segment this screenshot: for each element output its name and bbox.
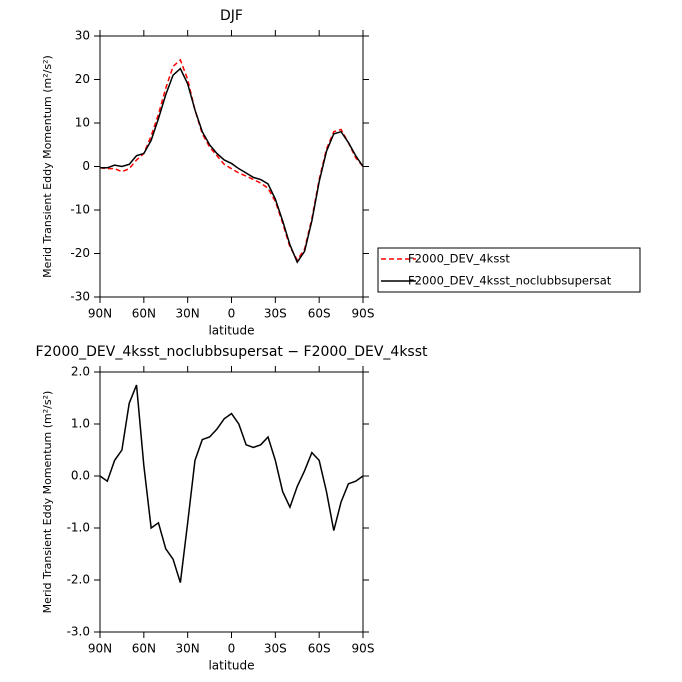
y-tick-label: 1.0 — [71, 417, 90, 431]
x-tick-label: 30N — [176, 307, 200, 321]
x-tick-label: 0 — [228, 642, 236, 656]
series-line — [99, 58, 364, 262]
y-tick-label: -2.0 — [67, 573, 90, 587]
x-axis-label: latitude — [208, 324, 254, 338]
y-tick-label: 20 — [75, 72, 90, 86]
series-line — [99, 384, 364, 583]
x-tick-label: 90N — [88, 642, 112, 656]
y-tick-label: -30 — [70, 290, 90, 304]
y-tick-label: -1.0 — [67, 521, 90, 535]
y-tick-label: 0 — [82, 159, 90, 173]
x-tick-label: 30S — [264, 642, 287, 656]
y-tick-label: 30 — [75, 29, 90, 43]
x-tick-label: 90N — [88, 307, 112, 321]
y-tick-label: -10 — [70, 203, 90, 217]
y-tick-label: 10 — [75, 116, 90, 130]
series-line — [100, 67, 364, 264]
x-axis-label: latitude — [208, 659, 254, 673]
y-tick-label: 0.0 — [71, 469, 90, 483]
x-tick-label: 60S — [308, 642, 331, 656]
legend-label: F2000_DEV_4ksst_noclubbsupersat — [408, 274, 612, 288]
x-tick-label: 90S — [352, 307, 375, 321]
x-tick-label: 60N — [132, 307, 156, 321]
x-tick-label: 30N — [176, 642, 200, 656]
x-tick-label: 90S — [352, 642, 375, 656]
y-axis-label: Merid Transient Eddy Momentum (m²/s²) — [41, 55, 54, 278]
y-axis-label: Merid Transient Eddy Momentum (m²/s²) — [41, 391, 54, 614]
x-tick-label: 30S — [264, 307, 287, 321]
x-tick-label: 60S — [308, 307, 331, 321]
y-tick-label: -3.0 — [67, 625, 90, 639]
x-tick-label: 60N — [132, 642, 156, 656]
y-tick-label: 2.0 — [71, 365, 90, 379]
chart-title: DJF — [220, 8, 243, 24]
legend-label: F2000_DEV_4ksst — [408, 252, 510, 266]
y-tick-label: -20 — [70, 246, 90, 260]
chart-title: F2000_DEV_4ksst_noclubbsupersat − F2000_… — [35, 344, 428, 360]
legend-box — [377, 247, 641, 293]
x-tick-label: 0 — [228, 307, 236, 321]
